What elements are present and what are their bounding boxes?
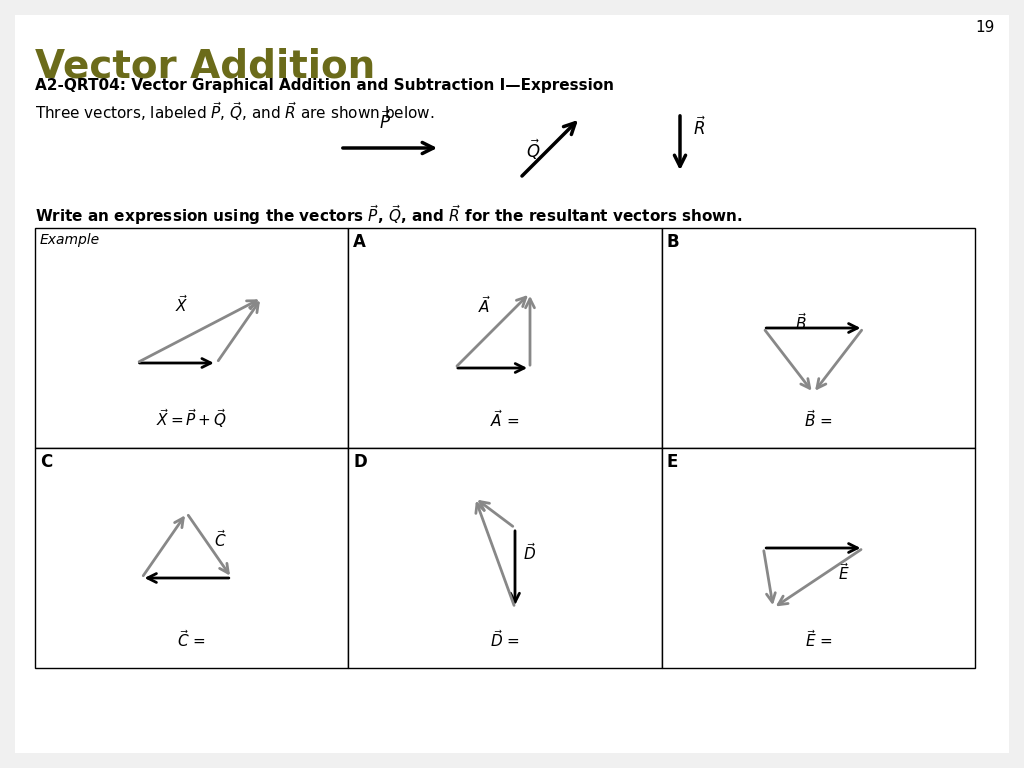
Text: $\vec{R}$: $\vec{R}$	[693, 117, 707, 139]
Text: D: D	[353, 453, 367, 471]
Text: C: C	[40, 453, 52, 471]
Text: $\vec{A}$ =: $\vec{A}$ =	[490, 409, 519, 430]
Text: E: E	[667, 453, 678, 471]
Text: $\vec{D}$ =: $\vec{D}$ =	[490, 629, 520, 650]
Text: $\vec{X}$: $\vec{X}$	[175, 294, 188, 315]
Text: 19: 19	[976, 20, 995, 35]
Text: Vector Addition: Vector Addition	[35, 48, 375, 86]
Text: $\vec{P}$: $\vec{P}$	[379, 111, 391, 133]
Text: $\vec{B}$ =: $\vec{B}$ =	[804, 409, 833, 430]
Text: $\vec{C}$: $\vec{C}$	[214, 529, 226, 551]
Text: A2-QRT04: Vector Graphical Addition and Subtraction I—Expression: A2-QRT04: Vector Graphical Addition and …	[35, 78, 614, 93]
Text: $\vec{E}$ =: $\vec{E}$ =	[805, 629, 833, 650]
Text: Three vectors, labeled $\vec{P}$, $\vec{Q}$, and $\vec{R}$ are shown below.: Three vectors, labeled $\vec{P}$, $\vec{…	[35, 100, 434, 123]
Bar	[348, 228, 662, 448]
Text: Example: Example	[40, 233, 100, 247]
Bar	[35, 228, 348, 448]
Text: $\vec{D}$: $\vec{D}$	[523, 542, 536, 564]
Text: Write an expression using the vectors $\vec{P}$, $\vec{Q}$, and $\vec{R}$ for th: Write an expression using the vectors $\…	[35, 203, 743, 227]
Bar	[35, 448, 348, 668]
Bar	[662, 448, 975, 668]
Text: B: B	[667, 233, 679, 251]
Text: $\vec{A}$: $\vec{A}$	[478, 295, 492, 316]
Text: $\vec{C}$ =: $\vec{C}$ =	[177, 629, 206, 650]
Text: $\vec{E}$: $\vec{E}$	[839, 562, 850, 584]
Bar	[348, 448, 662, 668]
Text: $\vec{Q}$: $\vec{Q}$	[525, 137, 540, 162]
Bar	[662, 228, 975, 448]
Text: $\vec{B}$: $\vec{B}$	[795, 312, 808, 333]
Text: $\vec{X} = \vec{P} + \vec{Q}$: $\vec{X} = \vec{P} + \vec{Q}$	[156, 407, 227, 430]
Text: A: A	[353, 233, 367, 251]
